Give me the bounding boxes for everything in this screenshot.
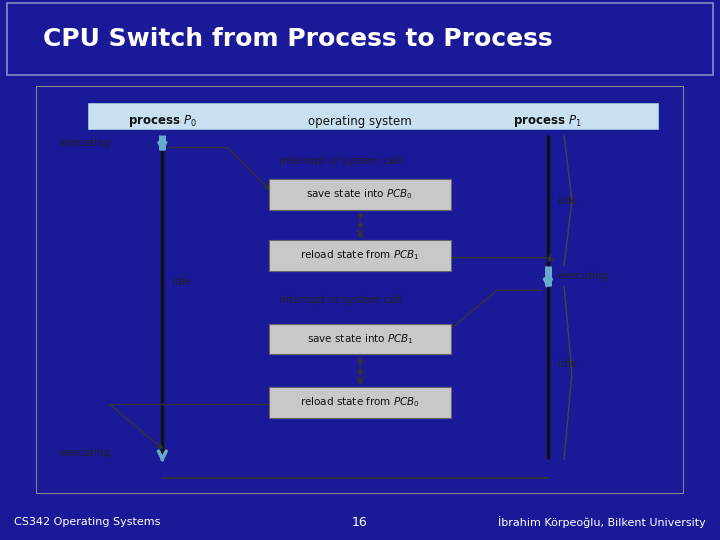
FancyBboxPatch shape <box>269 387 451 417</box>
Text: executing: executing <box>59 138 111 147</box>
Text: reload state from $PCB_0$: reload state from $PCB_0$ <box>300 395 420 409</box>
FancyBboxPatch shape <box>269 240 451 271</box>
FancyBboxPatch shape <box>7 3 713 75</box>
FancyBboxPatch shape <box>269 179 451 210</box>
Text: process $P_1$: process $P_1$ <box>513 113 582 129</box>
Text: 16: 16 <box>352 516 368 529</box>
Text: idle: idle <box>557 195 577 206</box>
Text: idle: idle <box>172 277 191 287</box>
FancyBboxPatch shape <box>269 324 451 354</box>
Text: idle: idle <box>557 359 577 369</box>
FancyBboxPatch shape <box>88 103 658 129</box>
Text: save state into $PCB_0$: save state into $PCB_0$ <box>307 187 413 201</box>
Text: save state into $PCB_1$: save state into $PCB_1$ <box>307 332 413 346</box>
Text: reload state from $PCB_1$: reload state from $PCB_1$ <box>300 249 420 262</box>
Text: CPU Switch from Process to Process: CPU Switch from Process to Process <box>43 27 553 51</box>
Text: CS342 Operating Systems: CS342 Operating Systems <box>14 517 161 528</box>
Text: process $P_0$: process $P_0$ <box>128 113 197 129</box>
Text: executing: executing <box>59 448 111 458</box>
Text: executing: executing <box>557 271 609 281</box>
Text: interrupt or system call: interrupt or system call <box>279 156 402 166</box>
Text: operating system: operating system <box>308 114 412 127</box>
Text: interrupt or system call: interrupt or system call <box>279 295 402 305</box>
Text: İbrahim Körpeoğlu, Bilkent University: İbrahim Körpeoğlu, Bilkent University <box>498 516 706 529</box>
